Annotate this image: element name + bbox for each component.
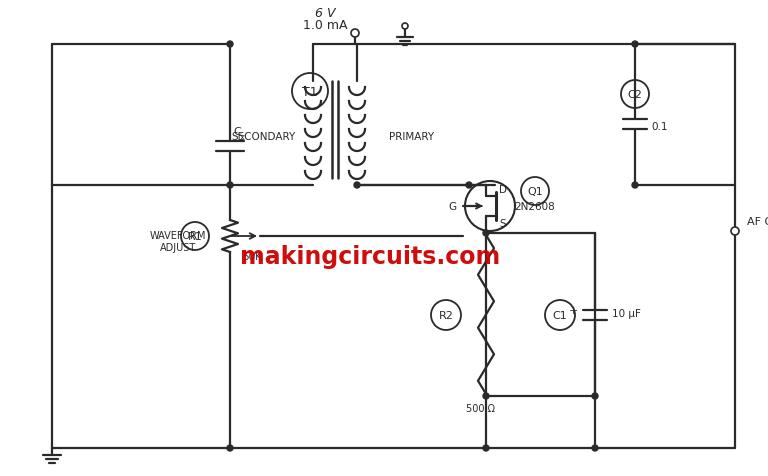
Circle shape xyxy=(483,445,489,451)
Text: makingcircuits.com: makingcircuits.com xyxy=(240,245,500,268)
Circle shape xyxy=(227,445,233,451)
Circle shape xyxy=(632,183,638,188)
Text: Q1: Q1 xyxy=(527,187,543,197)
Circle shape xyxy=(402,24,408,30)
Text: 50K: 50K xyxy=(242,251,262,261)
Text: 10 μF: 10 μF xyxy=(612,308,641,318)
Text: 1.0 mA: 1.0 mA xyxy=(303,19,347,32)
Text: x: x xyxy=(240,132,245,141)
Circle shape xyxy=(592,393,598,399)
Circle shape xyxy=(227,42,233,48)
Text: R1: R1 xyxy=(187,231,203,241)
Text: R2: R2 xyxy=(439,310,453,320)
Circle shape xyxy=(354,183,360,188)
Text: 0.1: 0.1 xyxy=(651,122,667,132)
Text: C: C xyxy=(233,127,240,137)
Circle shape xyxy=(483,393,489,399)
Text: AF OUTPUT: AF OUTPUT xyxy=(747,217,768,227)
Text: SECONDARY: SECONDARY xyxy=(231,132,295,142)
Circle shape xyxy=(592,445,598,451)
Circle shape xyxy=(227,183,233,188)
Text: 500 Ω: 500 Ω xyxy=(466,403,495,413)
Text: S: S xyxy=(499,218,505,228)
Text: 6 V: 6 V xyxy=(315,7,336,20)
Text: +: + xyxy=(568,306,578,315)
Circle shape xyxy=(351,30,359,38)
Circle shape xyxy=(466,183,472,188)
Text: G: G xyxy=(449,201,457,211)
Text: WAVEFORM
ADJUST: WAVEFORM ADJUST xyxy=(150,231,207,252)
Circle shape xyxy=(483,230,489,237)
Circle shape xyxy=(632,42,638,48)
Text: PRIMARY: PRIMARY xyxy=(389,132,435,142)
Text: 2N2608: 2N2608 xyxy=(515,201,555,211)
Text: T1: T1 xyxy=(302,85,318,98)
Text: C2: C2 xyxy=(627,90,643,100)
Text: D: D xyxy=(499,185,507,195)
Circle shape xyxy=(731,228,739,236)
Text: C1: C1 xyxy=(553,310,568,320)
